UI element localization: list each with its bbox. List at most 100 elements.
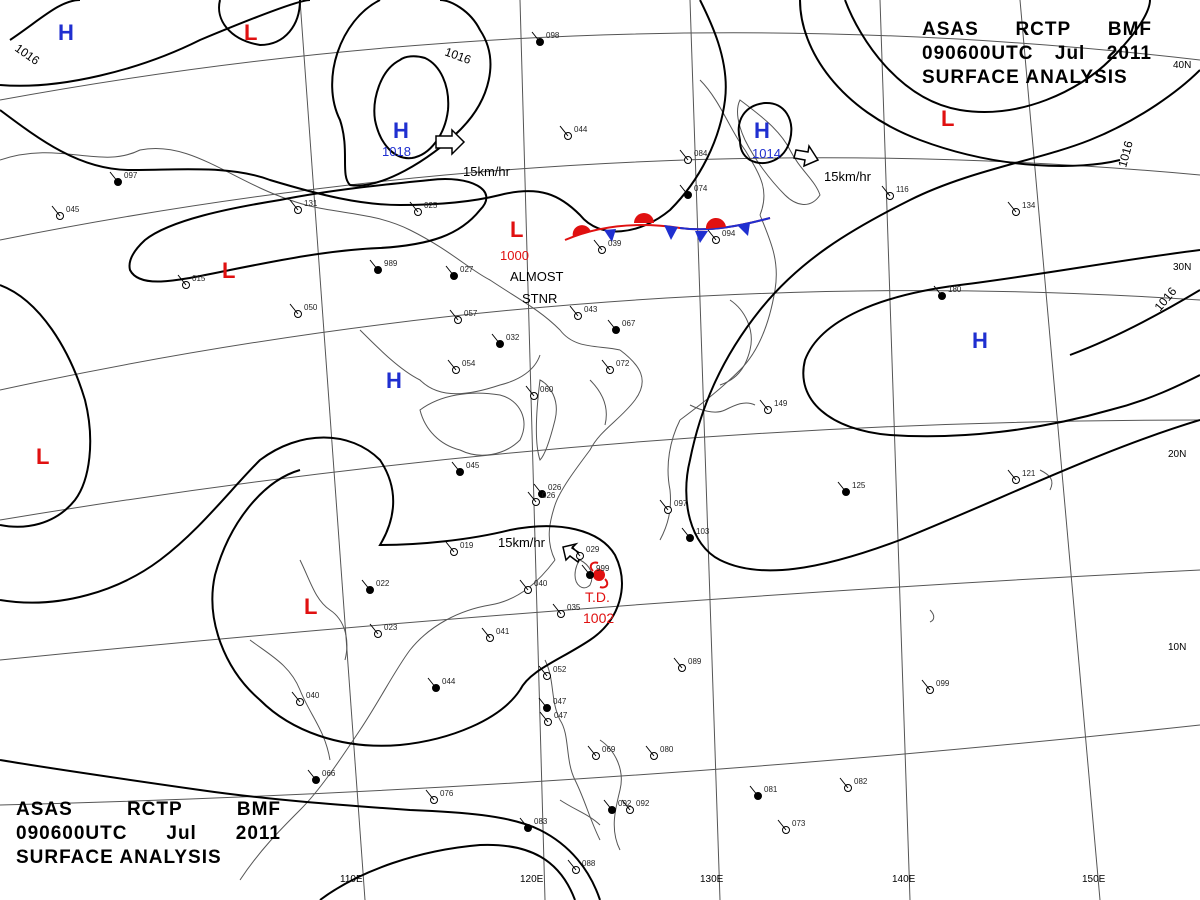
wind-barb <box>759 399 769 411</box>
wind-barb <box>673 657 683 669</box>
high-center-letter: H <box>386 368 402 393</box>
low-center-letter: L <box>244 20 257 45</box>
station-pressure-value: 121 <box>1022 469 1036 478</box>
high-center-letter: H <box>972 328 988 353</box>
station-pressure-value: 076 <box>440 789 454 798</box>
header-line1: ASAS RCTP BMF <box>922 18 1152 42</box>
station-pressure-value: 072 <box>616 359 630 368</box>
storm-pressure: 1002 <box>583 610 614 626</box>
wind-barb <box>538 665 548 677</box>
wind-barb <box>409 201 419 213</box>
station-pressure-value: 089 <box>688 657 702 666</box>
lon-label-150e: 150E <box>1082 874 1106 885</box>
station-pressure-value: 026 <box>548 483 562 492</box>
station-pressure-value: 989 <box>384 259 398 268</box>
wind-barb <box>289 303 299 315</box>
wind-barb <box>451 461 461 473</box>
station-pressure-value: 092 <box>636 799 650 808</box>
station-pressure-value: 057 <box>464 309 478 318</box>
station-pressure-value: 073 <box>792 819 806 828</box>
lat-label-20n: 20N <box>1168 449 1186 460</box>
station-pressure-value: 041 <box>496 627 510 636</box>
wind-barb <box>881 185 891 197</box>
station-pressure-value: 025 <box>424 201 438 210</box>
station-pressure-value: 149 <box>774 399 788 408</box>
wind-barb <box>603 799 613 811</box>
header-bottom: ASAS RCTP BMF 090600UTC Jul 2011 SURFACE… <box>16 798 281 870</box>
motion-arrows <box>435 128 820 564</box>
stationary-front <box>564 213 771 243</box>
wind-barb <box>581 564 591 576</box>
lat-label-10n: 10N <box>1168 642 1186 653</box>
high-center-letter: H <box>58 20 74 45</box>
low-center-letter: L <box>304 594 317 619</box>
lat-label-40n: 40N <box>1173 60 1191 71</box>
wind-barb <box>177 274 187 286</box>
station-pressure-value: 082 <box>854 777 868 786</box>
wind-barb <box>425 789 435 801</box>
coastlines <box>0 79 1053 881</box>
wind-barb <box>369 259 379 271</box>
wind-barb <box>645 745 655 757</box>
station-pressure-value: 116 <box>896 185 909 194</box>
wind-barb <box>601 359 611 371</box>
wind-barb <box>519 817 529 829</box>
wind-barb <box>51 205 61 217</box>
station-pressure-value: 040 <box>534 579 548 588</box>
low-center-letter: L <box>510 217 523 242</box>
station-pressure-value: 134 <box>1022 201 1036 210</box>
station-pressure-value: 083 <box>534 817 548 826</box>
station-pressure-value: 092 <box>618 799 632 808</box>
motion-labels: 15km/hr 15km/hr 15km/hr <box>463 164 872 550</box>
stationary-label-line2: STNR <box>522 291 557 306</box>
station-pressure-value: 032 <box>506 333 520 342</box>
lon-label-140e: 140E <box>892 874 916 885</box>
station-pressure-value: 097 <box>124 171 138 180</box>
wind-barb <box>291 691 301 703</box>
station-pressure-value: 022 <box>376 579 390 588</box>
wind-barb <box>538 697 548 709</box>
header-month: Jul <box>1054 43 1086 64</box>
high-center-letter: H <box>754 118 770 143</box>
station-pressure-value: 027 <box>460 265 474 274</box>
wind-barb <box>679 149 689 161</box>
lon-label-110e: 110E <box>340 874 363 885</box>
header-code: BMF <box>1107 19 1152 40</box>
station-pressure-value: 088 <box>582 859 596 868</box>
storm-label: T.D. 1002 <box>583 589 614 626</box>
wind-barb <box>533 483 543 495</box>
wind-barb <box>289 199 299 211</box>
wind-barb <box>569 305 579 317</box>
header-month: Jul <box>166 823 197 844</box>
station-pressure-value: 074 <box>694 184 708 193</box>
wind-barb <box>361 579 371 591</box>
wind-barb <box>921 679 931 691</box>
station-pressure-value: 039 <box>608 239 622 248</box>
wind-barb <box>679 184 689 196</box>
wind-barb <box>445 541 455 553</box>
pressure-values: 1018 1000 1014 <box>382 144 781 263</box>
stationary-label: ALMOST STNR <box>510 269 564 306</box>
header-top: ASAS RCTP BMF 090600UTC Jul 2011 SURFACE… <box>922 18 1152 90</box>
station-pressure-value: 103 <box>696 527 710 536</box>
motion-speed-label: 15km/hr <box>498 535 546 550</box>
wind-barb <box>369 623 379 635</box>
wind-barb <box>109 171 119 183</box>
station-pressure-value: 035 <box>567 603 581 612</box>
wind-barb <box>621 799 631 811</box>
wind-barb <box>527 491 537 503</box>
high-center-value: 1018 <box>382 144 411 159</box>
high-center-letter: H <box>393 118 409 143</box>
station-pressure-value: 040 <box>306 691 320 700</box>
stationary-label-line1: ALMOST <box>510 269 564 284</box>
station-pressure-value: 098 <box>546 31 560 40</box>
station-pressure-value: 060 <box>540 385 554 394</box>
header-year: 2011 <box>1106 43 1152 64</box>
wind-barb <box>539 711 549 723</box>
header-line3: SURFACE ANALYSIS <box>922 67 1128 88</box>
station-values: 098 044 084 074 039 094 989 015 050 027 025 131 097 0… <box>66 31 1036 868</box>
header-product: ASAS <box>922 19 979 40</box>
header-code: BMF <box>236 799 281 820</box>
wind-barb <box>445 265 455 277</box>
